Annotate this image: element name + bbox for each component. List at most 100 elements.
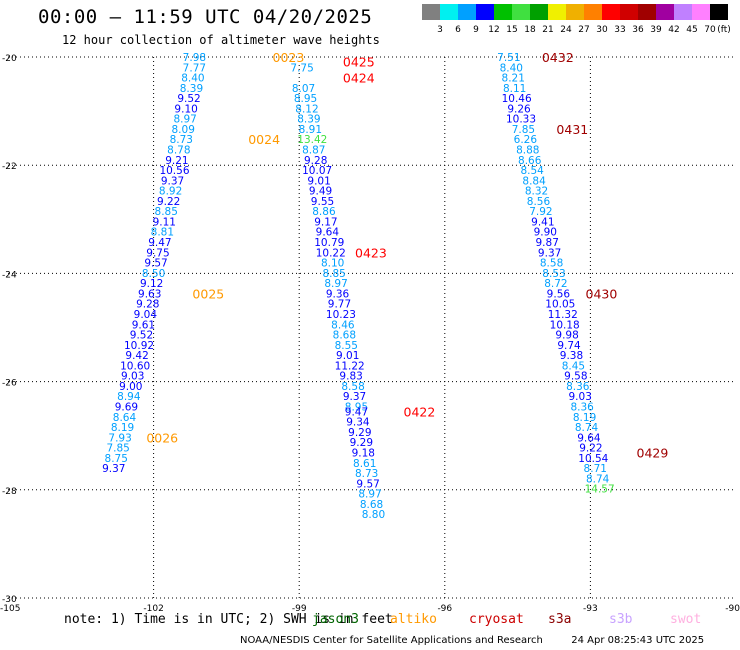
wave-height-value: 8.66 <box>518 155 542 167</box>
wave-height-value: 9.21 <box>165 155 188 167</box>
wave-height-value: 8.39 <box>180 83 203 95</box>
wave-height-value: 9.38 <box>560 350 583 362</box>
color-swatch <box>638 4 656 20</box>
wave-height-value: 8.45 <box>562 360 585 372</box>
wave-height-value: 9.36 <box>326 288 350 300</box>
color-scale-label: 33 <box>614 25 625 35</box>
wave-height-value: 8.53 <box>542 268 565 280</box>
wave-height-value: 9.57 <box>356 478 379 490</box>
wave-height-value: 7.85 <box>512 124 535 136</box>
wave-height-value: 10.92 <box>124 340 154 352</box>
wave-height-value: 9.10 <box>174 103 197 115</box>
wave-height-value: 9.00 <box>119 381 142 393</box>
wave-height-value: 8.12 <box>295 103 318 115</box>
wave-height-value: 8.97 <box>324 278 347 290</box>
wave-height-value: 9.37 <box>343 391 366 403</box>
wave-height-value: 7.77 <box>183 62 206 74</box>
wave-height-value: 8.74 <box>575 422 599 434</box>
legend-swot: swot <box>670 612 702 627</box>
wave-height-value: 7.51 <box>497 52 520 64</box>
color-swatch <box>656 4 674 20</box>
wave-height-value: 8.73 <box>355 468 378 480</box>
wave-height-value: 9.01 <box>307 175 330 187</box>
y-tick-label: -22 <box>2 162 17 172</box>
wave-height-value: 8.94 <box>117 391 141 403</box>
pass-time-label: 0026 <box>146 430 178 445</box>
wave-height-value: 8.88 <box>516 145 539 157</box>
legend-altiko: altiko <box>390 612 437 627</box>
wave-height-value: 13.42 <box>297 134 327 146</box>
wave-height-value: 9.69 <box>115 401 138 413</box>
color-scale-label: 45 <box>686 25 697 35</box>
wave-height-value: 9.18 <box>352 447 375 459</box>
legend-s3b: s3b <box>609 612 633 627</box>
wave-height-value: 8.91 <box>299 124 322 136</box>
color-swatch <box>566 4 584 20</box>
color-swatch <box>512 4 530 20</box>
color-swatch <box>692 4 710 20</box>
wave-height-value: 8.36 <box>566 381 590 393</box>
wave-height-value: 7.98 <box>183 52 206 64</box>
wave-height-value: 9.34 <box>346 417 370 429</box>
color-scale-label: 39 <box>650 25 662 35</box>
wave-height-value: 10.54 <box>578 453 608 465</box>
credit-text: NOAA/NESDIS Center for Satellite Applica… <box>240 635 543 646</box>
wave-height-value: 9.17 <box>314 216 337 228</box>
wave-height-value: 9.63 <box>138 288 161 300</box>
wave-height-value: 10.33 <box>506 114 536 126</box>
pass-time-label: 0424 <box>343 71 375 86</box>
wave-height-value: 9.26 <box>507 103 531 115</box>
wave-height-value: 7.75 <box>290 62 313 74</box>
wave-height-value: 7.85 <box>106 443 129 455</box>
color-swatch <box>458 4 476 20</box>
wave-height-value: 8.54 <box>520 165 544 177</box>
color-swatch <box>602 4 620 20</box>
wave-height-value: 8.07 <box>292 83 315 95</box>
wave-height-value: 8.95 <box>294 93 317 105</box>
wave-height-value: 11.22 <box>335 360 365 372</box>
wave-height-value: 14.57 <box>585 484 615 496</box>
wave-height-value: 6.26 <box>514 134 538 146</box>
wave-height-value: 8.97 <box>173 114 196 126</box>
wave-height-value: 9.29 <box>350 437 373 449</box>
wave-height-value: 8.21 <box>502 73 525 85</box>
y-tick-label: -30 <box>2 595 17 605</box>
x-tick-label: -90 <box>725 604 740 614</box>
wave-height-value: 8.58 <box>341 381 364 393</box>
pass-time-label: 0431 <box>556 122 588 137</box>
page-subtitle: 12 hour collection of altimeter wave hei… <box>62 33 380 47</box>
wave-height-value: 8.50 <box>142 268 165 280</box>
x-tick-label: -96 <box>437 604 452 614</box>
pass-time-label: 0024 <box>248 132 280 147</box>
wave-height-value: 10.05 <box>545 299 575 311</box>
wave-height-value: 10.79 <box>314 237 344 249</box>
wave-height-value: 9.61 <box>132 319 155 331</box>
wave-height-value: 9.41 <box>531 216 554 228</box>
wave-height-value: 7.92 <box>529 206 552 218</box>
wave-height-value: 8.40 <box>181 73 204 85</box>
wave-height-value: 8.19 <box>573 412 596 424</box>
wave-height-value: 8.64 <box>113 412 137 424</box>
pass-time-label: 0422 <box>404 404 436 419</box>
wave-height-value: 8.73 <box>170 134 193 146</box>
wave-height-value: 9.28 <box>304 155 327 167</box>
color-swatch <box>674 4 692 20</box>
wave-height-value: 8.95 <box>345 401 368 413</box>
y-tick-label: -24 <box>2 270 17 280</box>
pass-time-label: 0432 <box>542 50 574 65</box>
color-swatch <box>530 4 548 20</box>
wave-height-value: 8.19 <box>111 422 134 434</box>
x-tick-label: -93 <box>583 604 598 614</box>
wave-height-value: 9.29 <box>348 427 371 439</box>
color-scale-unit: (ft) <box>717 25 731 35</box>
pass-time-label: 0430 <box>586 286 618 301</box>
wave-height-value: 9.90 <box>534 227 557 239</box>
wave-height-value: 8.78 <box>167 145 190 157</box>
wave-height-value: 8.55 <box>335 340 358 352</box>
legend-s3a: s3a <box>548 612 572 627</box>
wave-height-value: 9.75 <box>146 247 169 259</box>
wave-height-value: 9.47 <box>345 406 368 418</box>
wave-height-value: 9.58 <box>564 371 587 383</box>
color-scale-label: 15 <box>506 25 517 35</box>
